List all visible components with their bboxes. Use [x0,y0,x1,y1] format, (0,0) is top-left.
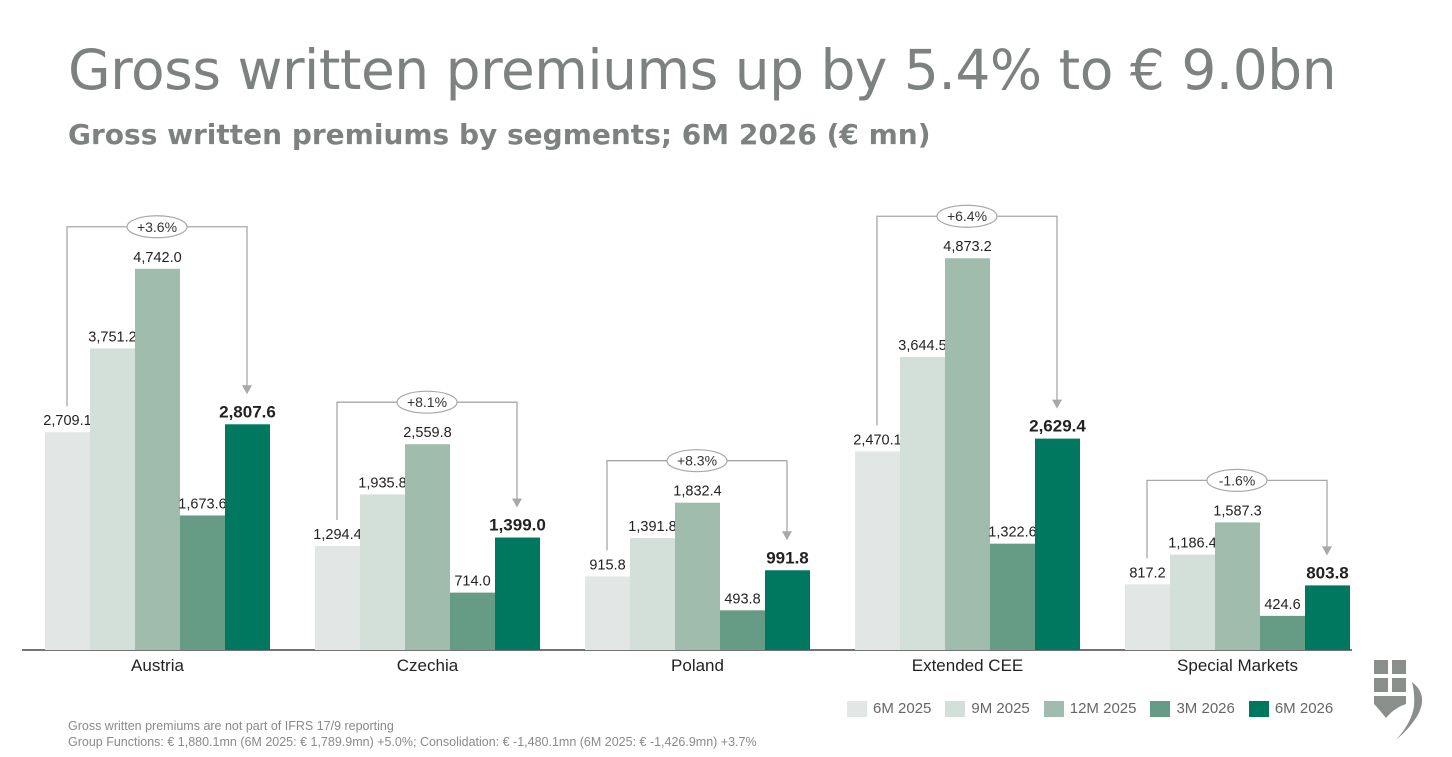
legend-swatch [945,700,966,717]
data-label: 493.8 [724,591,760,607]
bar [720,610,765,650]
change-arrow [512,498,522,508]
change-label: +8.3% [677,453,717,469]
page-subtitle: Gross written premiums by segments; 6M 2… [68,118,931,151]
data-label: 4,873.2 [943,239,991,255]
legend-swatch [847,700,867,717]
bar [405,444,450,650]
data-label: 1,832.4 [673,484,721,500]
bar [450,592,495,650]
data-label: 991.8 [766,548,809,567]
bar [180,515,225,650]
change-badge [666,449,728,473]
bar [1170,554,1215,650]
data-label: 2,470.1 [853,432,901,448]
legend-label: 6M 2026 [1274,700,1334,717]
bar [1125,584,1170,650]
x-tick-label: Extended CEE [912,656,1024,675]
legend-label: 9M 2025 [971,700,1030,717]
data-label: 424.6 [1264,597,1300,613]
data-label: 803.8 [1306,563,1349,582]
bar [1215,522,1260,650]
change-label: -1.6% [1219,472,1256,488]
data-label: 714.0 [454,574,490,590]
data-label: 1,294.4 [313,527,361,543]
bar [315,545,360,650]
bar [585,576,630,650]
data-label: 1,673.6 [178,496,226,512]
company-logo-icon [1374,660,1423,740]
legend-label: 12M 2025 [1069,700,1137,717]
change-arrow [1322,546,1332,556]
data-label: 1,322.6 [988,525,1036,541]
bar [990,543,1035,650]
bar [1305,585,1350,650]
legend-swatch [1150,700,1171,717]
legend-label: 6M 2025 [873,700,932,717]
change-label: +3.6% [137,219,177,235]
data-label: 1,391.8 [628,519,676,535]
change-badge [1206,468,1268,492]
data-label: 2,709.1 [43,413,91,429]
bar [630,538,675,650]
data-label: 2,629.4 [1029,417,1086,436]
bar [945,258,990,650]
x-tick-label: Czechia [397,656,459,675]
bar [900,357,945,650]
data-label: 1,186.4 [1168,536,1216,552]
bar [135,268,180,650]
bar [495,537,540,650]
change-badge [936,204,998,228]
data-label: 1,399.0 [489,516,546,535]
bar [1260,615,1305,650]
bar [45,432,90,650]
bar [360,494,405,650]
footnotes: Gross written premiums are not part of I… [68,718,757,750]
legend-swatch [1043,700,1064,717]
data-label: 3,751.2 [88,329,136,345]
data-label: 915.8 [589,557,625,573]
legend-label: 3M 2026 [1176,700,1235,717]
data-label: 2,807.6 [219,402,276,421]
bar [765,570,810,650]
legend-item: 6M 2025 [847,700,931,717]
change-arrow [1052,399,1062,409]
change-arrow [242,385,252,395]
change-label: +6.4% [947,208,987,224]
bar-chart: 2,709.1 3,751.2 4,742.0 1,673.6 2,807.6 Austr… [22,204,1352,675]
legend-item: 12M 2025 [1043,700,1137,717]
bar [90,348,135,650]
page-title: Gross written premiums up by 5.4% to € 9… [68,38,1337,102]
x-tick-label: Austria [131,656,184,675]
footnote-line: Gross written premiums are not part of I… [68,719,394,733]
data-label: 1,935.8 [358,475,406,491]
x-tick-label: Special Markets [1177,656,1298,675]
x-tick-label: Poland [671,656,724,675]
bar [1035,438,1080,650]
change-badge [126,215,188,239]
change-label: +8.1% [407,394,447,410]
legend-item: 6M 2026 [1248,700,1334,717]
data-label: 4,742.0 [133,250,181,266]
data-label: 817.2 [1129,565,1165,581]
data-label: 2,559.8 [403,425,451,441]
legend-swatch [1248,700,1269,717]
change-arrow [782,531,792,541]
chart-legend: 6M 2025 9M 2025 12M 2025 3M 2026 6M 2026 [847,700,1333,717]
legend-item: 9M 2025 [945,700,1030,717]
bar [225,424,270,650]
bar [855,451,900,650]
data-label: 1,587.3 [1213,503,1261,519]
footnote-line: Group Functions: € 1,880.1mn (6M 2025: €… [68,735,757,749]
data-label: 3,644.5 [898,338,946,354]
legend-item: 3M 2026 [1150,700,1235,717]
change-badge [396,390,458,414]
bar [675,502,720,650]
